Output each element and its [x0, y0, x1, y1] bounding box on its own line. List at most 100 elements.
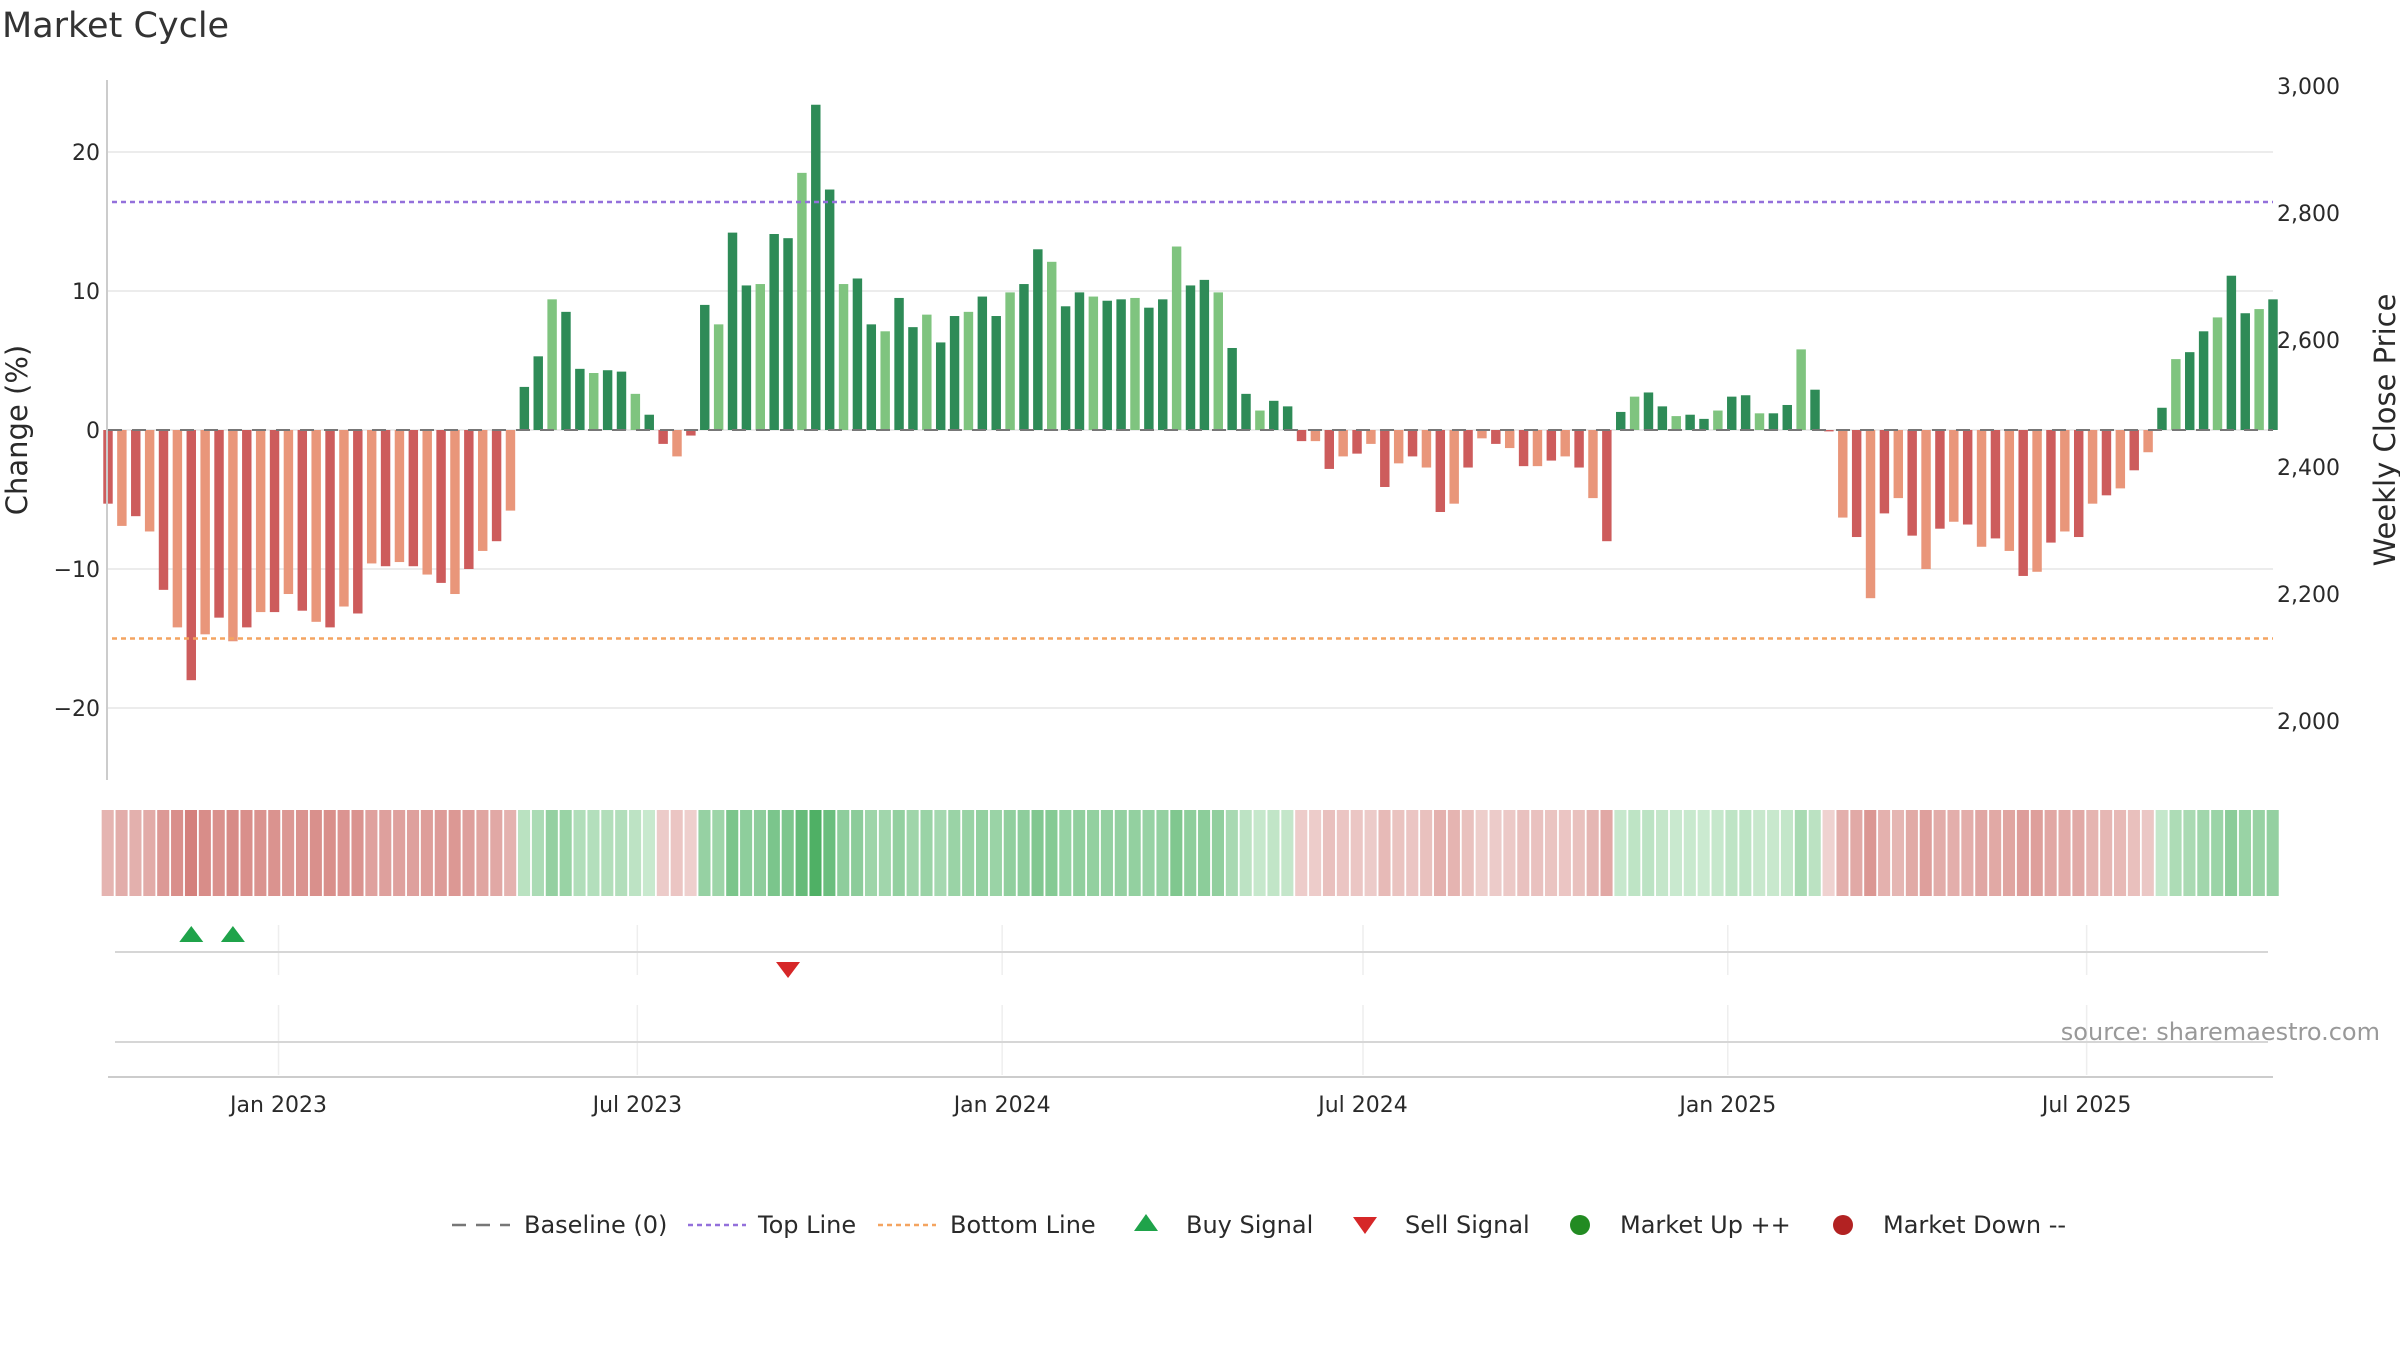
change-bar — [630, 393, 641, 430]
legend-item: Top Line — [688, 1211, 856, 1239]
cycle-strip-cell — [1392, 810, 1405, 896]
cycle-strip-cell — [240, 810, 253, 896]
cycle-strip-cell — [1989, 810, 2002, 896]
change-bar — [353, 430, 363, 614]
y-axis-title: Change (%) — [0, 345, 34, 515]
cycle-strip-cell — [670, 810, 683, 896]
cycle-strip-cell — [1142, 810, 1155, 896]
change-bar — [2018, 430, 2028, 576]
change-bar — [1449, 430, 1459, 504]
change-bar — [713, 324, 724, 430]
cycle-strip-cell — [1836, 810, 1849, 896]
change-bar — [1116, 299, 1126, 430]
change-bar — [949, 316, 960, 430]
cycle-strip-cell — [740, 810, 753, 896]
cycle-strip-cell — [309, 810, 322, 896]
change-bar — [1227, 347, 1237, 430]
cycle-strip-cell — [892, 810, 905, 896]
cycle-strip-cell — [1517, 810, 1530, 896]
change-bar — [1158, 299, 1168, 430]
x-tick-label: Jul 2025 — [2040, 1093, 2132, 1118]
cycle-strip-cell — [1780, 810, 1793, 896]
change-bar — [2046, 430, 2056, 543]
cycle-strip-cell — [823, 810, 836, 896]
buy-signal-marker — [179, 926, 204, 942]
cycle-strip-cell — [656, 810, 669, 896]
change-bar — [436, 430, 446, 583]
change-bar — [144, 430, 155, 532]
cycle-strip-cell — [795, 810, 808, 896]
cycle-strip-cell — [1322, 810, 1336, 896]
cycle-strip-cell — [1406, 810, 1419, 896]
cycle-strip-cell — [254, 810, 267, 896]
cycle-strip-cell — [2016, 810, 2029, 896]
change-bar — [561, 311, 571, 430]
legend-label: Market Up ++ — [1620, 1211, 1791, 1239]
cycle-strip-cell — [434, 810, 447, 896]
cycle-strip-cell — [1170, 810, 1183, 896]
cycle-strip-cell — [323, 810, 336, 896]
cycle-strip-cell — [906, 810, 919, 896]
cycle-strip-cell — [337, 810, 350, 896]
cycle-strip-cell — [379, 810, 392, 896]
cycle-strip-cell — [1794, 810, 1807, 896]
change-bar — [2004, 430, 2015, 551]
cycle-strip-cell — [1433, 810, 1447, 896]
cycle-strip-cell — [129, 810, 142, 896]
change-bar — [866, 324, 877, 430]
cycle-strip-cell — [1253, 810, 1266, 896]
legend-swatch — [1134, 1214, 1158, 1231]
cycle-strip-cell — [2141, 810, 2154, 896]
cycle-strip-cell — [1059, 810, 1072, 896]
cycle-strip-cell — [1975, 810, 1988, 896]
cycle-strip-cell — [1544, 810, 1558, 896]
cycle-strip-cell — [1503, 810, 1516, 896]
cycle-strip-cell — [476, 810, 489, 896]
legend-label: Sell Signal — [1405, 1211, 1530, 1239]
change-bar — [1588, 430, 1598, 499]
cycle-strip-cell — [587, 810, 600, 896]
cycle-strip-cell — [878, 810, 891, 896]
cycle-strip-cell — [1961, 810, 1974, 896]
legend-item: Baseline (0) — [452, 1211, 667, 1239]
cycle-strip-cell — [1725, 810, 1738, 896]
change-bar — [1338, 430, 1348, 457]
legend-swatch — [1353, 1217, 1377, 1234]
change-bar — [2212, 317, 2223, 430]
change-bar — [464, 430, 474, 569]
change-bar — [2198, 331, 2209, 430]
change-bar — [1949, 430, 1959, 522]
chart-title: Market Cycle — [2, 6, 230, 46]
change-bar — [1019, 284, 1029, 430]
cycle-strip-cell — [1295, 810, 1308, 896]
change-bar — [1879, 430, 1890, 514]
change-bar — [1657, 406, 1668, 430]
change-bar — [242, 430, 252, 628]
change-bar — [214, 430, 224, 618]
change-bar — [811, 104, 821, 431]
change-bar — [727, 232, 738, 430]
signals-panel — [115, 925, 2268, 978]
cycle-strip-cell — [837, 810, 850, 896]
market-panel — [115, 1005, 2268, 1075]
change-bar — [2268, 299, 2278, 430]
cycle-strip-cell — [143, 810, 156, 896]
cycle-strip-cell — [226, 810, 239, 896]
change-bar — [2143, 430, 2153, 453]
cycle-strip-cell — [2169, 810, 2182, 896]
cycle-strip-cell — [1642, 810, 1655, 896]
change-bar — [1380, 430, 1390, 487]
change-bar — [1352, 430, 1362, 454]
y-tick-label: 0 — [86, 419, 100, 444]
cycle-strip-cell — [1045, 810, 1058, 896]
cycle-strip-cell — [295, 810, 309, 896]
cycle-strip-cell — [2252, 810, 2265, 896]
change-bar — [935, 342, 946, 430]
change-bar — [1616, 411, 1626, 430]
x-tick-label: Jan 2025 — [1677, 1093, 1776, 1118]
cycle-strip-cell — [601, 810, 614, 896]
cycle-strip-cell — [1878, 810, 1891, 896]
cycle-strip-cell — [2058, 810, 2071, 896]
y-tick-label: 10 — [72, 280, 100, 305]
change-bar — [1102, 300, 1112, 430]
